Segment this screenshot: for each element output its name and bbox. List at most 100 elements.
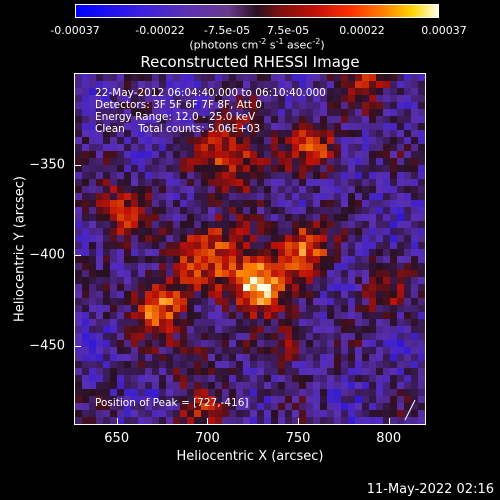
heatmap-cell xyxy=(411,319,419,327)
heatmap-cell xyxy=(159,270,167,278)
heatmap-cell xyxy=(341,137,349,145)
heatmap-cell xyxy=(313,242,321,250)
heatmap-cell xyxy=(159,137,167,145)
heatmap-cell xyxy=(236,410,244,418)
heatmap-cell xyxy=(166,410,174,418)
heatmap-cell xyxy=(348,382,356,390)
heatmap-cell xyxy=(75,403,83,411)
heatmap-cell xyxy=(145,389,153,397)
heatmap-cell xyxy=(369,109,377,117)
heatmap-cell xyxy=(278,277,286,285)
heatmap-cell xyxy=(369,123,377,131)
heatmap-cell xyxy=(96,130,104,138)
heatmap-cell xyxy=(285,312,293,320)
heatmap-cell xyxy=(215,382,223,390)
heatmap-cell xyxy=(187,291,195,299)
heatmap-cell xyxy=(257,242,265,250)
heatmap-cell xyxy=(313,214,321,222)
heatmap-cell xyxy=(397,375,405,383)
heatmap-cell xyxy=(250,368,258,376)
heatmap-cell xyxy=(383,277,391,285)
heatmap-cell xyxy=(117,270,125,278)
heatmap-cell xyxy=(313,137,321,145)
heatmap-cell xyxy=(166,74,174,82)
heatmap-cell xyxy=(96,333,104,341)
heatmap-cell xyxy=(236,137,244,145)
heatmap-cell xyxy=(383,151,391,159)
heatmap-cell xyxy=(187,228,195,236)
heatmap-cell xyxy=(299,249,307,257)
heatmap-cell xyxy=(159,403,167,411)
heatmap-cell xyxy=(418,123,425,131)
heatmap-cell xyxy=(75,130,83,138)
heatmap-cell xyxy=(292,389,300,397)
heatmap-cell xyxy=(397,207,405,215)
heatmap-cell xyxy=(341,284,349,292)
heatmap-cell xyxy=(355,333,363,341)
heatmap-cell xyxy=(159,207,167,215)
heatmap-cell xyxy=(397,172,405,180)
heatmap-cell xyxy=(194,263,202,271)
heatmap-cell xyxy=(110,396,118,404)
heatmap-cell xyxy=(264,347,272,355)
heatmap-cell xyxy=(110,151,118,159)
heatmap-cell xyxy=(397,242,405,250)
heatmap-cell xyxy=(236,88,244,96)
heatmap-cell xyxy=(222,165,230,173)
heatmap-cell xyxy=(257,417,265,424)
heatmap-cell xyxy=(271,389,279,397)
heatmap-cell xyxy=(145,256,153,264)
heatmap-cell xyxy=(292,235,300,243)
heatmap-cell xyxy=(397,389,405,397)
heatmap-cell xyxy=(397,396,405,404)
heatmap-cell xyxy=(376,333,384,341)
heatmap-cell xyxy=(341,242,349,250)
heatmap-cell xyxy=(299,88,307,96)
heatmap-cell xyxy=(250,144,258,152)
energy-range-label: Energy Range: 12.0 - 25.0 keV xyxy=(95,111,256,123)
heatmap-cell xyxy=(418,319,425,327)
heatmap-cell xyxy=(96,95,104,103)
heatmap-cell xyxy=(208,207,216,215)
heatmap-cell xyxy=(299,263,307,271)
heatmap-cell xyxy=(229,200,237,208)
heatmap-cell xyxy=(236,305,244,313)
heatmap-cell xyxy=(292,221,300,229)
heatmap-cell xyxy=(152,130,160,138)
heatmap-cell xyxy=(404,375,412,383)
heatmap-cell xyxy=(306,361,314,369)
heatmap-cell xyxy=(404,102,412,110)
heatmap-cell xyxy=(355,375,363,383)
heatmap-cell xyxy=(411,368,419,376)
heatmap-cell xyxy=(208,179,216,187)
heatmap-cell xyxy=(369,81,377,89)
heatmap-cell xyxy=(278,235,286,243)
heatmap-cell xyxy=(327,186,335,194)
heatmap-cell xyxy=(362,312,370,320)
heatmap-cell xyxy=(390,340,398,348)
heatmap-cell xyxy=(173,417,181,424)
heatmap-cell xyxy=(152,403,160,411)
heatmap-cell xyxy=(313,116,321,124)
heatmap-cell xyxy=(110,172,118,180)
heatmap-cell xyxy=(187,165,195,173)
heatmap-cell xyxy=(285,277,293,285)
heatmap-cell xyxy=(201,242,209,250)
heatmap-cell xyxy=(264,95,272,103)
heatmap-cell xyxy=(320,144,328,152)
heatmap-cell xyxy=(341,130,349,138)
heatmap-cell xyxy=(82,130,90,138)
heatmap-cell xyxy=(383,242,391,250)
heatmap-cell xyxy=(411,207,419,215)
heatmap-cell xyxy=(418,144,425,152)
heatmap-cell xyxy=(355,151,363,159)
x-tick-label: 700 xyxy=(194,431,220,446)
heatmap-cell xyxy=(292,312,300,320)
heatmap-cell xyxy=(341,312,349,320)
heatmap-cell xyxy=(82,95,90,103)
heatmap-cell xyxy=(404,88,412,96)
heatmap-cell xyxy=(264,179,272,187)
heatmap-cell xyxy=(173,207,181,215)
heatmap-cell xyxy=(103,347,111,355)
heatmap-cell xyxy=(124,158,132,166)
